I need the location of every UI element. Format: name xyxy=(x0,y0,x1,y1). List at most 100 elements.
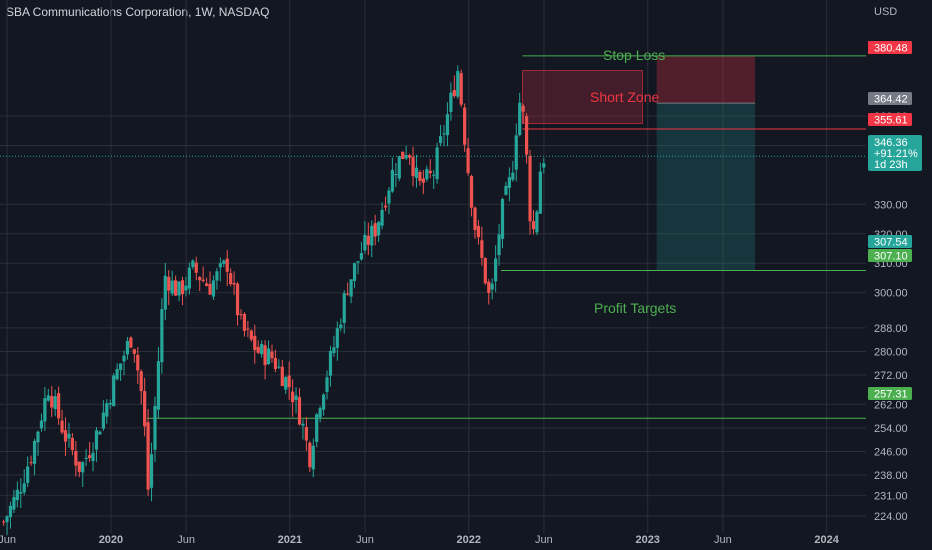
price-tag-label: 257.31 xyxy=(874,389,908,401)
candle xyxy=(514,135,518,170)
x-tick-label: 2024 xyxy=(814,534,839,546)
candle xyxy=(84,457,88,459)
x-tick-label: Jun xyxy=(535,534,553,546)
position-zones xyxy=(522,55,756,271)
candle xyxy=(435,147,439,180)
x-tick-label: Jun xyxy=(714,534,732,546)
candle xyxy=(383,205,388,208)
candle xyxy=(112,375,116,407)
candle xyxy=(163,275,167,310)
price-tag-bg xyxy=(868,387,912,400)
candle xyxy=(507,177,511,188)
candle xyxy=(494,258,498,282)
candle xyxy=(63,430,68,442)
candle xyxy=(273,358,278,370)
candle xyxy=(218,263,222,268)
candle xyxy=(5,516,9,523)
y-tick-label: 262.00 xyxy=(874,399,908,411)
candle xyxy=(105,403,109,417)
last-price-change: +91.21% xyxy=(874,148,918,160)
candle xyxy=(373,223,377,237)
candle xyxy=(143,391,147,427)
price-tag-label: 355.61 xyxy=(874,115,908,127)
candle xyxy=(414,167,419,178)
candle xyxy=(315,414,319,442)
candle xyxy=(184,285,188,291)
candle xyxy=(246,328,250,330)
y-tick-label: 224.00 xyxy=(874,511,908,523)
candle xyxy=(249,330,253,340)
candle xyxy=(46,395,50,401)
candle xyxy=(153,405,157,450)
candle xyxy=(91,452,95,462)
candle xyxy=(280,366,284,387)
candle xyxy=(15,489,19,501)
candle xyxy=(22,483,26,493)
y-tick-label: 254.00 xyxy=(874,423,908,435)
candle xyxy=(81,462,85,473)
candle xyxy=(170,280,174,294)
price-tag: 380.48 xyxy=(868,41,912,55)
candle xyxy=(363,234,367,251)
candle xyxy=(136,354,140,371)
annotation-label: Stop Loss xyxy=(603,47,665,63)
chart-title: SBA Communications Corporation, 1W, NASD… xyxy=(6,5,270,19)
y-tick-label: 238.00 xyxy=(874,470,908,482)
candle xyxy=(260,343,264,355)
price-tag-bg xyxy=(868,92,912,105)
y-tick-label: 280.00 xyxy=(874,346,908,358)
candle xyxy=(101,412,105,429)
reward-zone xyxy=(656,103,756,271)
candle xyxy=(370,225,374,246)
candle xyxy=(256,346,260,353)
candle xyxy=(404,154,408,159)
candle xyxy=(67,433,71,439)
candle xyxy=(139,371,143,392)
candle xyxy=(156,361,161,410)
y-tick-label: 330.00 xyxy=(874,199,908,211)
candle xyxy=(346,293,350,295)
candle xyxy=(301,423,305,426)
y-tick-label: 300.00 xyxy=(874,288,908,300)
candle xyxy=(445,114,450,136)
candle xyxy=(1,521,6,523)
candle xyxy=(418,171,422,181)
candle xyxy=(194,262,198,273)
candle xyxy=(177,281,181,296)
candle xyxy=(339,324,343,329)
candle xyxy=(511,172,515,180)
candle xyxy=(291,391,295,403)
candle xyxy=(204,283,209,286)
candle xyxy=(39,420,44,429)
candle xyxy=(411,157,415,177)
last-price-bg xyxy=(868,135,922,171)
candle xyxy=(401,151,405,159)
candle xyxy=(318,408,322,418)
candle xyxy=(242,313,247,331)
candle xyxy=(535,211,539,233)
annotation-label: Profit Targets xyxy=(594,300,676,316)
candle xyxy=(442,133,446,135)
candle xyxy=(43,398,47,422)
candle xyxy=(480,240,484,258)
candle xyxy=(528,156,532,222)
candle xyxy=(167,276,171,291)
candle xyxy=(394,174,398,176)
candle xyxy=(294,395,298,400)
candle xyxy=(235,283,240,316)
candle xyxy=(187,267,191,289)
candle xyxy=(201,279,205,281)
y-tick-label: 231.00 xyxy=(874,491,908,503)
candle xyxy=(98,431,102,435)
candle xyxy=(387,190,391,204)
candle xyxy=(50,396,54,408)
candle xyxy=(497,234,501,256)
candle xyxy=(438,136,443,144)
candle xyxy=(12,497,16,510)
candle xyxy=(122,355,126,362)
candle xyxy=(356,261,360,263)
currency-label: USD xyxy=(874,6,897,18)
candle xyxy=(132,349,136,354)
candle xyxy=(125,340,130,355)
